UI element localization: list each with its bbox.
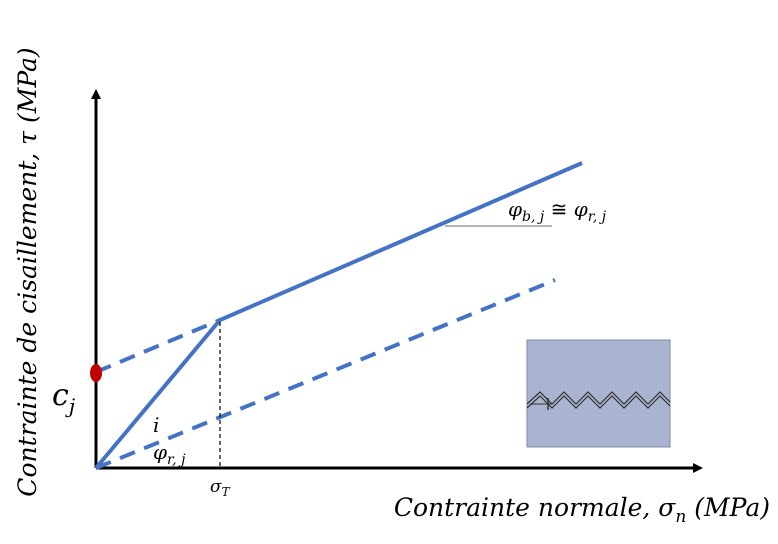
cohesion-point [90, 364, 102, 382]
transition-label: σT [210, 477, 231, 499]
residual-envelope [95, 278, 556, 470]
cohesion-envelope [95, 318, 221, 374]
joint-profile-bottom [526, 395, 671, 409]
joint-inset [526, 339, 671, 448]
y-axis-label: Contrainte de cisaillement, τ (MPa) [13, 47, 42, 496]
cohesion-label: cj [52, 378, 75, 418]
x-axis-label: Contrainte normale, σn (MPa) [394, 493, 770, 527]
peak-angle-label: φb, j ≅ φr, j [508, 197, 607, 225]
dilation-label: i [153, 413, 159, 437]
residual-angle-label: φr, j [153, 440, 186, 468]
